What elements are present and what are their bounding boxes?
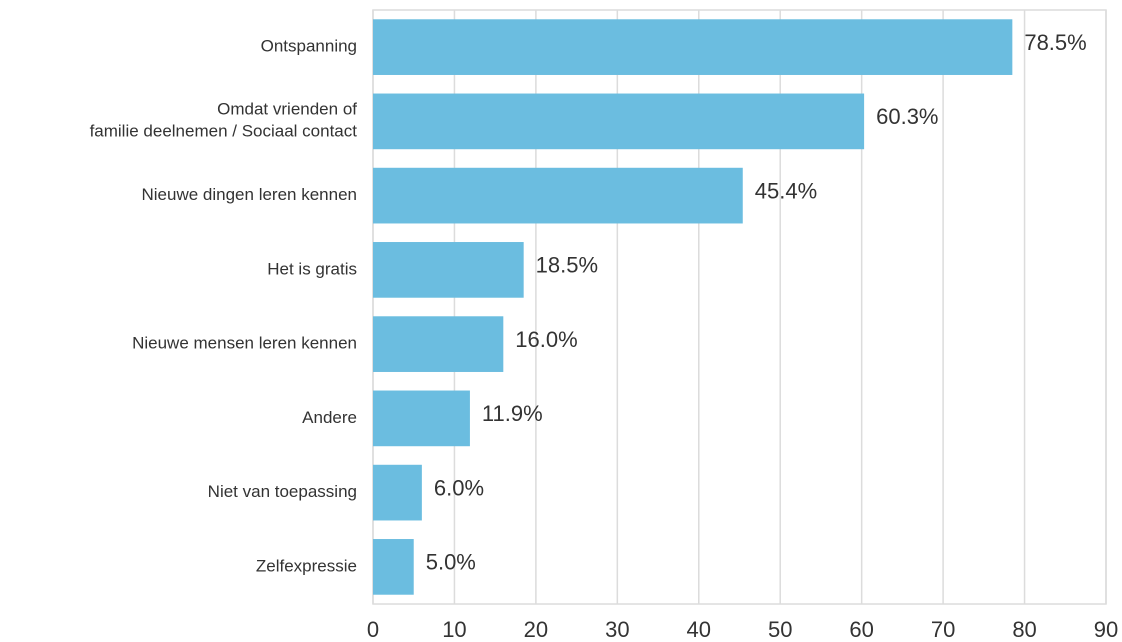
x-tick-label: 90	[1094, 617, 1118, 642]
x-tick-label: 80	[1012, 617, 1036, 642]
x-tick-label: 0	[367, 617, 379, 642]
plot-frame	[372, 9, 1107, 605]
y-tick-label: Ontspanning	[261, 37, 357, 56]
x-tick-label: 70	[931, 617, 955, 642]
y-tick-label: Nieuwe mensen leren kennen	[132, 334, 357, 353]
bar	[373, 390, 470, 447]
value-label: 16.0%	[515, 327, 577, 352]
y-tick-label: Omdat vrienden of familie deelnemen / Soc…	[90, 100, 358, 141]
y-tick-label: Zelfexpressie	[256, 556, 357, 575]
x-tick-label: 10	[442, 617, 466, 642]
bar	[373, 242, 524, 298]
value-label: 11.9%	[482, 401, 543, 426]
value-label: 6.0%	[434, 475, 484, 500]
bar	[373, 19, 1013, 75]
bar	[373, 93, 865, 150]
bar	[373, 464, 422, 521]
y-tick-label: Andere	[302, 408, 357, 427]
bar	[373, 316, 504, 372]
x-tick-label: 60	[849, 617, 873, 642]
bar	[373, 167, 743, 224]
y-tick-label: Het is gratis	[267, 259, 357, 278]
x-tick-label: 20	[524, 617, 548, 642]
x-tick-label: 40	[687, 617, 711, 642]
value-label: 18.5%	[536, 253, 598, 278]
x-tick-label: 50	[768, 617, 792, 642]
x-tick-label: 30	[605, 617, 629, 642]
value-label: 78.5%	[1024, 30, 1086, 55]
y-tick-label: Nieuwe dingen leren kennen	[142, 185, 358, 204]
bar	[373, 539, 414, 595]
value-label: 5.0%	[426, 550, 476, 575]
value-label: 60.3%	[876, 104, 938, 129]
value-label: 45.4%	[755, 178, 817, 203]
y-tick-label: Niet van toepassing	[208, 482, 357, 501]
